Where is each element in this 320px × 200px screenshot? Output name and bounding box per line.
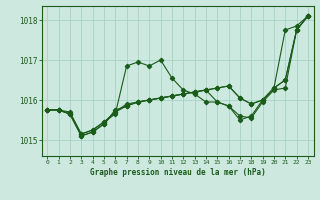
X-axis label: Graphe pression niveau de la mer (hPa): Graphe pression niveau de la mer (hPa)	[90, 168, 266, 177]
